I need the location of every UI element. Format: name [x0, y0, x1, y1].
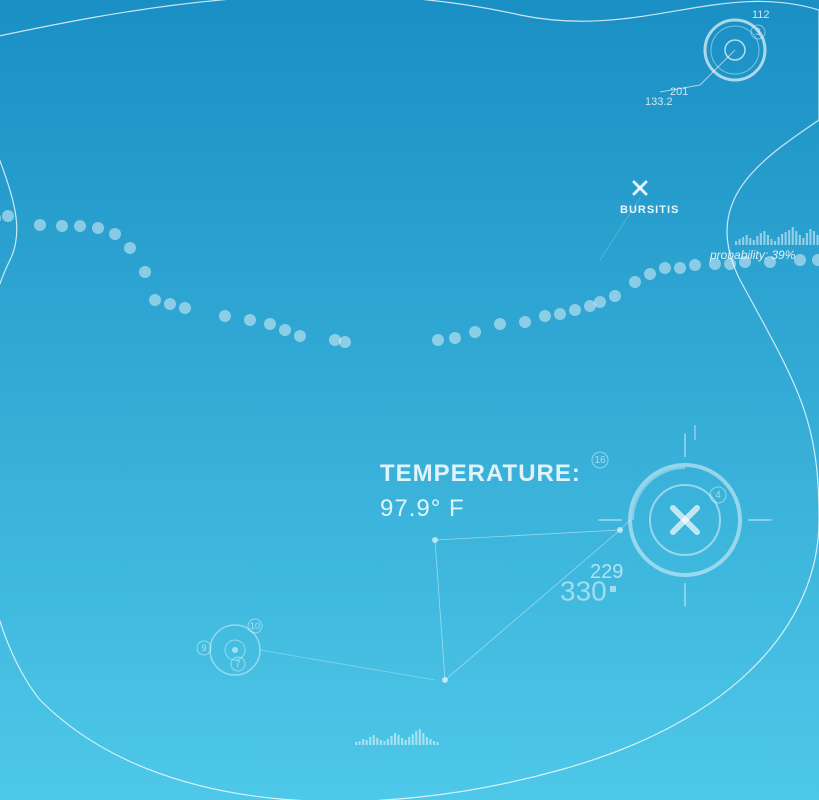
svg-text:201: 201 [670, 86, 688, 98]
bursitis-label: BURSITIS [620, 204, 679, 216]
svg-text:3: 3 [755, 27, 761, 38]
svg-text:9: 9 [201, 643, 206, 653]
temperature-value: 97.9° F [380, 495, 465, 523]
hud-canvas: 34161097112201133.2229330 [0, 0, 819, 800]
svg-text:10: 10 [250, 621, 260, 631]
temperature-title: TEMPERATURE: [380, 460, 581, 488]
svg-text:112: 112 [752, 9, 770, 21]
svg-text:4: 4 [715, 490, 721, 501]
svg-text:330: 330 [560, 575, 607, 606]
svg-text:16: 16 [594, 455, 606, 466]
svg-text:7: 7 [235, 659, 240, 669]
svg-text:133.2: 133.2 [645, 96, 673, 108]
probability-label: probability: 39% [710, 248, 795, 262]
